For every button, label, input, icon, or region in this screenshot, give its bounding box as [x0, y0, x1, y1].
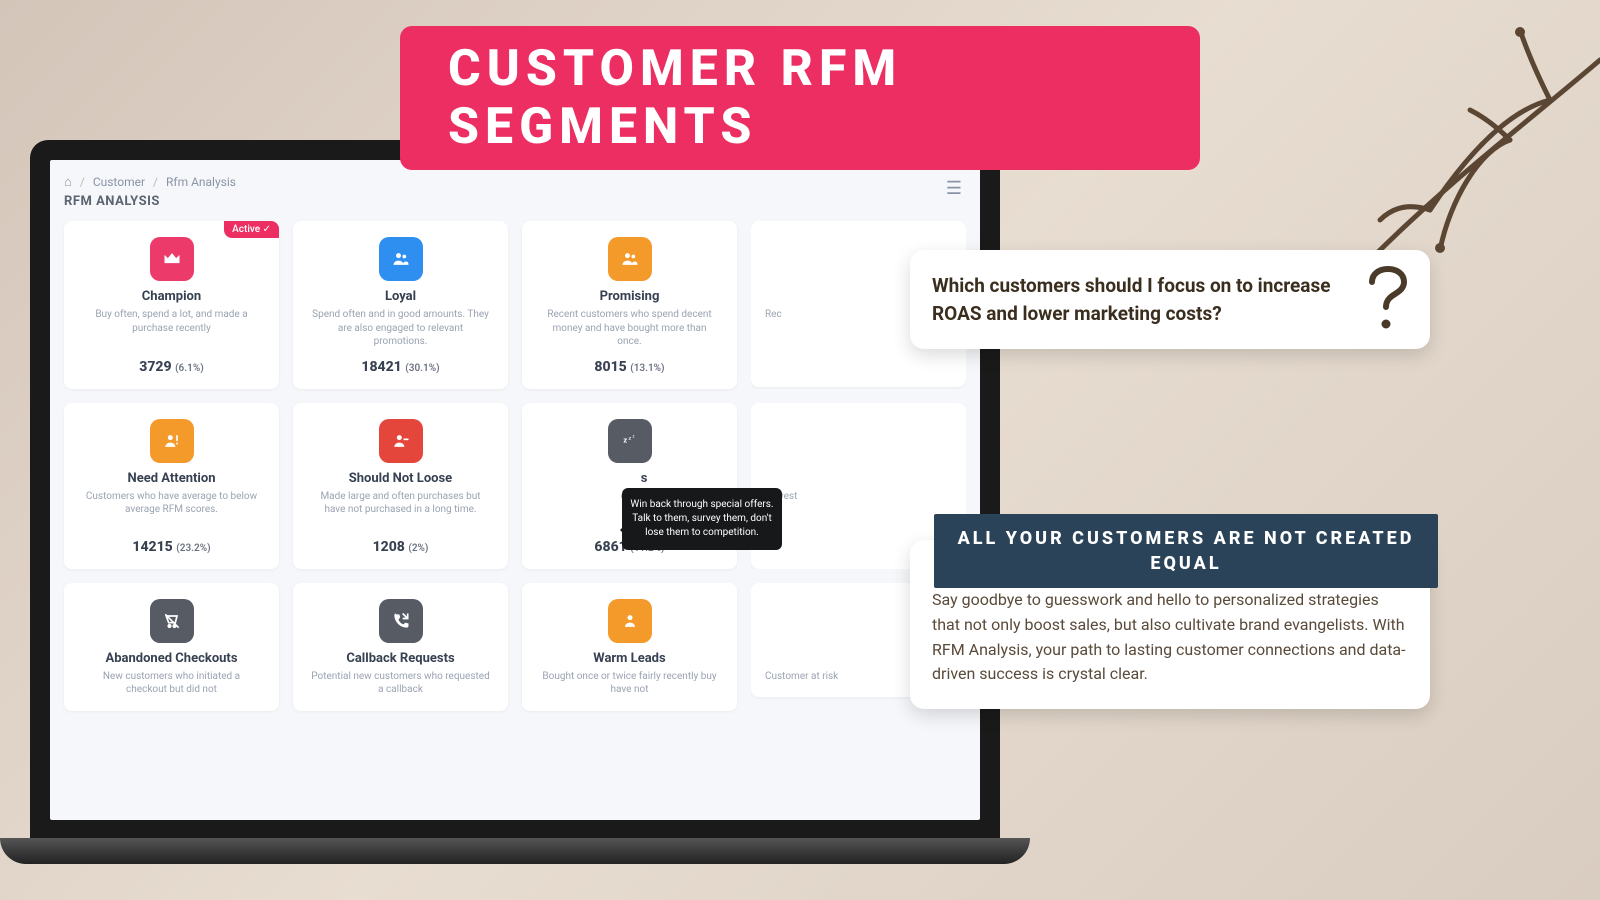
- app-screen: / Customer / Rfm Analysis RFM ANALYSIS ☰…: [50, 160, 980, 820]
- question-text: Which customers should I focus on to inc…: [932, 274, 1331, 325]
- card-desc: Lowest: [761, 490, 956, 504]
- card-stat: 3729 (6.1%): [78, 359, 265, 375]
- laptop-mockup: / Customer / Rfm Analysis RFM ANALYSIS ☰…: [30, 140, 1000, 900]
- people-icon: [379, 237, 423, 281]
- svg-text:z: z: [623, 435, 627, 444]
- segment-card-warm-leads[interactable]: Warm Leads Bought once or twice fairly r…: [522, 583, 737, 711]
- info-callout: ALL YOUR CUSTOMERS ARE NOT CREATED EQUAL…: [910, 540, 1430, 709]
- svg-text:z: z: [632, 434, 634, 439]
- laptop-base: [0, 838, 1030, 864]
- cart-off-icon: [150, 599, 194, 643]
- sleep-icon: zzz: [608, 419, 652, 463]
- segment-card-abandoned[interactable]: Abandoned Checkouts New customers who in…: [64, 583, 279, 711]
- segment-grid: Active ✓ Champion Buy often, spend a lot…: [64, 221, 966, 711]
- segment-tooltip: Win back through special offers. Talk to…: [622, 488, 782, 550]
- card-title: Champion: [78, 289, 265, 304]
- breadcrumb: / Customer / Rfm Analysis: [64, 174, 236, 190]
- card-title: s: [536, 471, 723, 486]
- person-icon: [608, 599, 652, 643]
- people-icon: [608, 237, 652, 281]
- info-callout-heading: ALL YOUR CUSTOMERS ARE NOT CREATED EQUAL: [934, 514, 1438, 588]
- card-stat: 1208 (2%): [307, 539, 494, 555]
- card-title: Callback Requests: [307, 651, 494, 666]
- question-callout: Which customers should I focus on to inc…: [910, 250, 1430, 349]
- segment-card-promising[interactable]: Promising Recent customers who spend dec…: [522, 221, 737, 389]
- segment-card-champion[interactable]: Active ✓ Champion Buy often, spend a lot…: [64, 221, 279, 389]
- svg-text:z: z: [628, 436, 631, 442]
- menu-button[interactable]: ☰: [942, 174, 966, 203]
- info-callout-text: Say goodbye to guesswork and hello to pe…: [932, 588, 1408, 687]
- card-title: Need Attention: [78, 471, 265, 486]
- active-badge: Active ✓: [224, 221, 279, 238]
- card-desc: Spend often and in good amounts. They ar…: [307, 308, 494, 349]
- card-stat: [761, 357, 956, 373]
- segment-card-should-not-loose[interactable]: Should Not Loose Made large and often pu…: [293, 403, 508, 569]
- card-title: Promising: [536, 289, 723, 304]
- card-desc: Made large and often purchases but have …: [307, 490, 494, 517]
- card-desc: Potential new customers who requested a …: [307, 670, 494, 697]
- card-desc: Customers who have average to below aver…: [78, 490, 265, 517]
- segment-card-loyal[interactable]: Loyal Spend often and in good amounts. T…: [293, 221, 508, 389]
- card-desc: Buy often, spend a lot, and made a purch…: [78, 308, 265, 335]
- segment-card-callback[interactable]: Callback Requests Potential new customer…: [293, 583, 508, 711]
- card-stat: 14215 (23.2%): [78, 539, 265, 555]
- person-alert-icon: [150, 419, 194, 463]
- crown-icon: [150, 237, 194, 281]
- phone-callback-icon: [379, 599, 423, 643]
- card-stat: 8015 (13.1%): [536, 359, 723, 375]
- card-stat: 18421 (30.1%): [307, 359, 494, 375]
- card-title: Warm Leads: [536, 651, 723, 666]
- card-desc: Bought once or twice fairly recently buy…: [536, 670, 723, 697]
- home-icon[interactable]: [64, 174, 72, 190]
- page-banner: CUSTOMER RFM SEGMENTS: [400, 26, 1200, 170]
- card-desc: Recent customers who spend decent money …: [536, 308, 723, 349]
- crumb-rfm[interactable]: Rfm Analysis: [166, 175, 236, 189]
- segment-card-need-attention[interactable]: Need Attention Customers who have averag…: [64, 403, 279, 569]
- person-remove-icon: [379, 419, 423, 463]
- crumb-customer[interactable]: Customer: [93, 175, 145, 189]
- question-mark-icon: [1360, 264, 1416, 334]
- card-title: Abandoned Checkouts: [78, 651, 265, 666]
- page-title: RFM ANALYSIS: [64, 194, 236, 209]
- card-desc: New customers who initiated a checkout b…: [78, 670, 265, 697]
- card-title: Should Not Loose: [307, 471, 494, 486]
- card-title: Loyal: [307, 289, 494, 304]
